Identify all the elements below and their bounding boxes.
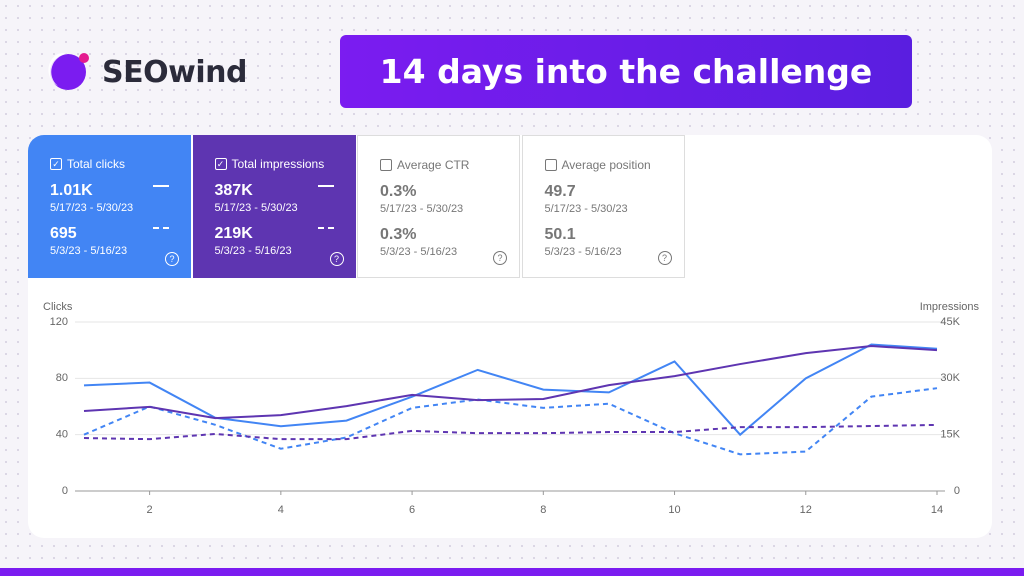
checkbox[interactable]: [380, 159, 392, 171]
x-tick-label: 2: [147, 504, 153, 516]
card-label-row: Average position: [544, 158, 684, 172]
logo-icon: [48, 52, 89, 90]
current-value: 387K: [214, 182, 253, 199]
y-axis-title: Clicks: [43, 301, 73, 313]
x-tick-label: 10: [668, 504, 680, 516]
current-value: 1.01K: [50, 182, 93, 199]
metric-card[interactable]: Average CTR 0.3% 5/17/23 - 5/30/23 0.3% 5/3/…: [357, 135, 520, 278]
previous-range: 5/3/23 - 5/16/23: [214, 245, 292, 257]
card-label-row: ✓ Total impressions: [214, 157, 356, 171]
series-line: [83, 387, 938, 456]
y-tick-label: 120: [50, 316, 68, 328]
previous-value: 219K: [214, 225, 253, 242]
current-range: 5/17/23 - 5/30/23: [544, 203, 628, 215]
previous-value: 0.3%: [380, 226, 417, 243]
y2-tick-label: 45K: [940, 316, 960, 328]
current-value: 0.3%: [380, 183, 417, 200]
y2-tick-label: 30K: [940, 372, 960, 384]
logo-text: SEOwind: [102, 54, 247, 90]
panel: ✓ Total clicks 1.01K 5/17/23 - 5/30/23 695 5/…: [28, 135, 992, 538]
y2-axis-title: Impressions: [920, 301, 980, 313]
previous-value: 50.1: [544, 226, 576, 243]
card-label: Average CTR: [397, 158, 470, 172]
solid-symbol: [153, 185, 169, 187]
y2-tick-label: 15K: [940, 429, 960, 441]
solid-symbol: [317, 185, 334, 187]
current-value: 49.7: [544, 183, 576, 200]
card-label: Average position: [561, 158, 651, 172]
help-icon: ?: [657, 251, 672, 265]
banner: 14 days into the challenge: [340, 35, 912, 108]
checkbox[interactable]: ✓: [50, 158, 62, 170]
previous-value: 695: [50, 225, 77, 242]
previous-range: 5/3/23 - 5/16/23: [544, 246, 622, 258]
x-tick-label: 4: [278, 504, 284, 516]
bottom-strip: [0, 568, 1024, 576]
x-tick-label: 6: [409, 504, 415, 516]
current-range: 5/17/23 - 5/30/23: [50, 202, 134, 214]
metric-card[interactable]: ✓ Total clicks 1.01K 5/17/23 - 5/30/23 695 5/…: [28, 135, 191, 278]
metric-card[interactable]: ✓ Total impressions 387K 5/17/23 - 5/30/23 2…: [192, 135, 356, 278]
previous-range: 5/3/23 - 5/16/23: [380, 246, 458, 258]
help-icon: ?: [493, 251, 507, 265]
x-tick-label: 12: [800, 504, 812, 516]
current-range: 5/17/23 - 5/30/23: [214, 202, 298, 214]
card-label: Total clicks: [67, 157, 126, 171]
help-icon: ?: [329, 252, 344, 266]
x-tick-label: 8: [540, 504, 546, 516]
y-tick-label: 40: [56, 429, 68, 441]
x-tick-label: 14: [931, 504, 943, 516]
series-line: [83, 345, 938, 420]
series-line: [83, 423, 938, 441]
dashed-symbol: [153, 227, 169, 229]
banner-title: 14 days into the challenge: [379, 52, 873, 91]
y2-tick-label: 0: [954, 485, 960, 497]
logo: SEOwind: [46, 52, 247, 92]
metric-card[interactable]: Average position 49.7 5/17/23 - 5/30/23 50.…: [521, 135, 685, 278]
dashed-symbol: [317, 227, 334, 229]
series-line: [83, 343, 938, 437]
y-tick-label: 80: [56, 372, 68, 384]
checkbox[interactable]: [544, 159, 557, 171]
y-tick-label: 0: [62, 485, 68, 497]
current-range: 5/17/23 - 5/30/23: [380, 203, 464, 215]
card-label: Total impressions: [231, 157, 325, 171]
card-label-row: ✓ Total clicks: [50, 157, 191, 171]
previous-range: 5/3/23 - 5/16/23: [50, 245, 128, 257]
card-label-row: Average CTR: [380, 158, 519, 172]
help-icon: ?: [165, 252, 179, 266]
checkbox[interactable]: ✓: [214, 158, 227, 170]
